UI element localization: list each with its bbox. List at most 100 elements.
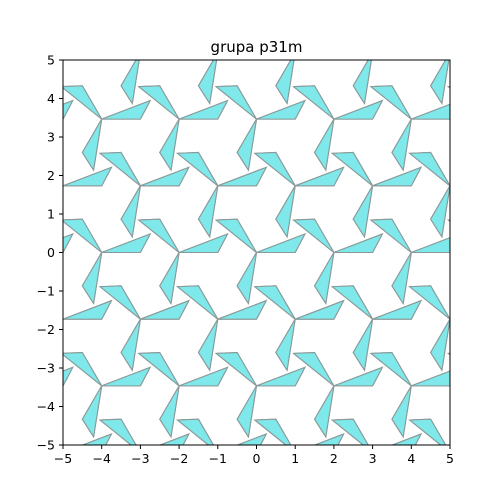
motif-petal bbox=[0, 301, 34, 319]
motif-petal bbox=[5, 119, 24, 170]
motif-petal bbox=[0, 167, 34, 185]
motif-petal bbox=[448, 219, 488, 252]
motif-petal bbox=[216, 486, 256, 500]
motif-petal bbox=[410, 19, 450, 52]
motif-petal bbox=[450, 34, 498, 52]
y-tick-label: −5 bbox=[37, 438, 55, 453]
motif-petal bbox=[373, 34, 421, 52]
motif-petal bbox=[469, 119, 488, 170]
motif-petal bbox=[218, 167, 266, 185]
y-tick-label: −4 bbox=[37, 399, 55, 414]
motif-petal bbox=[295, 34, 343, 52]
motif-petal bbox=[392, 386, 411, 437]
motif-petal bbox=[82, 0, 101, 37]
motif-petal bbox=[140, 167, 188, 185]
motif-petal bbox=[179, 234, 227, 252]
motif-petal bbox=[295, 301, 343, 319]
motif-petal bbox=[431, 186, 450, 237]
motif-petal bbox=[198, 319, 217, 370]
motif-petal bbox=[450, 34, 498, 52]
motif-petal bbox=[489, 234, 500, 252]
motif-petal bbox=[448, 353, 488, 386]
motif-petal bbox=[450, 301, 498, 319]
motif-petal bbox=[0, 86, 24, 119]
motif-petal bbox=[23, 152, 63, 185]
motif-petal bbox=[160, 0, 179, 37]
x-tick-label: 5 bbox=[446, 451, 454, 466]
motif-petal bbox=[487, 19, 500, 52]
motif-petal bbox=[487, 419, 500, 452]
motif-petal bbox=[100, 19, 140, 52]
motif-petal bbox=[487, 286, 500, 319]
motif-petal bbox=[23, 19, 63, 52]
motif-petal bbox=[469, 386, 488, 437]
motif-petal bbox=[332, 19, 372, 52]
x-tick-label: −5 bbox=[54, 451, 72, 466]
motif-petal bbox=[82, 0, 101, 37]
motif-petal bbox=[353, 319, 372, 370]
motif-petal bbox=[5, 119, 24, 170]
motif-petal bbox=[0, 486, 24, 500]
motif-petal bbox=[5, 0, 24, 37]
motif-petal bbox=[487, 19, 500, 52]
motif-petal bbox=[315, 386, 334, 437]
x-tick-label: 1 bbox=[291, 451, 299, 466]
motif-petal bbox=[448, 86, 488, 119]
motif-petal bbox=[448, 86, 488, 119]
motif-petal bbox=[140, 34, 188, 52]
motif-petal bbox=[61, 486, 101, 500]
motif-petal bbox=[315, 119, 334, 170]
motif-petal bbox=[410, 19, 450, 52]
y-tick-label: 1 bbox=[47, 207, 55, 222]
motif-petal bbox=[218, 301, 266, 319]
motif-petal bbox=[315, 0, 334, 37]
motif-petal bbox=[0, 219, 24, 252]
motif-petal bbox=[179, 101, 227, 119]
motif-petal bbox=[102, 367, 150, 385]
motif-petal bbox=[237, 0, 256, 37]
motif-petal bbox=[450, 434, 498, 452]
y-tick-label: 2 bbox=[47, 168, 55, 183]
motif-petal bbox=[5, 386, 24, 437]
x-tick-label: −4 bbox=[92, 451, 110, 466]
motif-petal bbox=[469, 0, 488, 37]
motif-petal bbox=[61, 486, 101, 500]
motif-petal bbox=[373, 301, 421, 319]
motif-petal bbox=[489, 234, 500, 252]
motif-petal bbox=[276, 186, 295, 237]
y-tick-label: 3 bbox=[47, 130, 55, 145]
motif-petal bbox=[0, 486, 24, 500]
motif-petal bbox=[450, 167, 498, 185]
motif-petal bbox=[5, 0, 24, 37]
motif-petal bbox=[0, 86, 24, 119]
motif-petal bbox=[371, 486, 411, 500]
motif-petal bbox=[198, 186, 217, 237]
y-tick-label: 0 bbox=[47, 245, 55, 260]
motif-petal bbox=[295, 167, 343, 185]
motif-petal bbox=[102, 101, 150, 119]
x-tick-label: 4 bbox=[407, 451, 415, 466]
motif-petal bbox=[257, 101, 305, 119]
motif-petal bbox=[469, 386, 488, 437]
y-tick-label: −2 bbox=[37, 322, 55, 337]
motif-petal bbox=[487, 152, 500, 185]
motif-petal bbox=[373, 167, 421, 185]
x-tick-label: 3 bbox=[369, 451, 377, 466]
motif-petal bbox=[139, 486, 179, 500]
motif-petal bbox=[5, 253, 24, 304]
motif-petal bbox=[0, 434, 34, 452]
motif-petal bbox=[0, 353, 24, 386]
motif-petal bbox=[121, 186, 140, 237]
motif-petal bbox=[5, 253, 24, 304]
motif-petal bbox=[139, 486, 179, 500]
motif-petal bbox=[392, 253, 411, 304]
motif-petal bbox=[334, 367, 382, 385]
motif-petal bbox=[160, 0, 179, 37]
motif-petal bbox=[373, 434, 421, 452]
motif-petal bbox=[448, 486, 488, 500]
motif-petal bbox=[469, 119, 488, 170]
motif-petal bbox=[392, 0, 411, 37]
motif-petal bbox=[353, 186, 372, 237]
motif-petal bbox=[392, 0, 411, 37]
motif-petal bbox=[487, 152, 500, 185]
